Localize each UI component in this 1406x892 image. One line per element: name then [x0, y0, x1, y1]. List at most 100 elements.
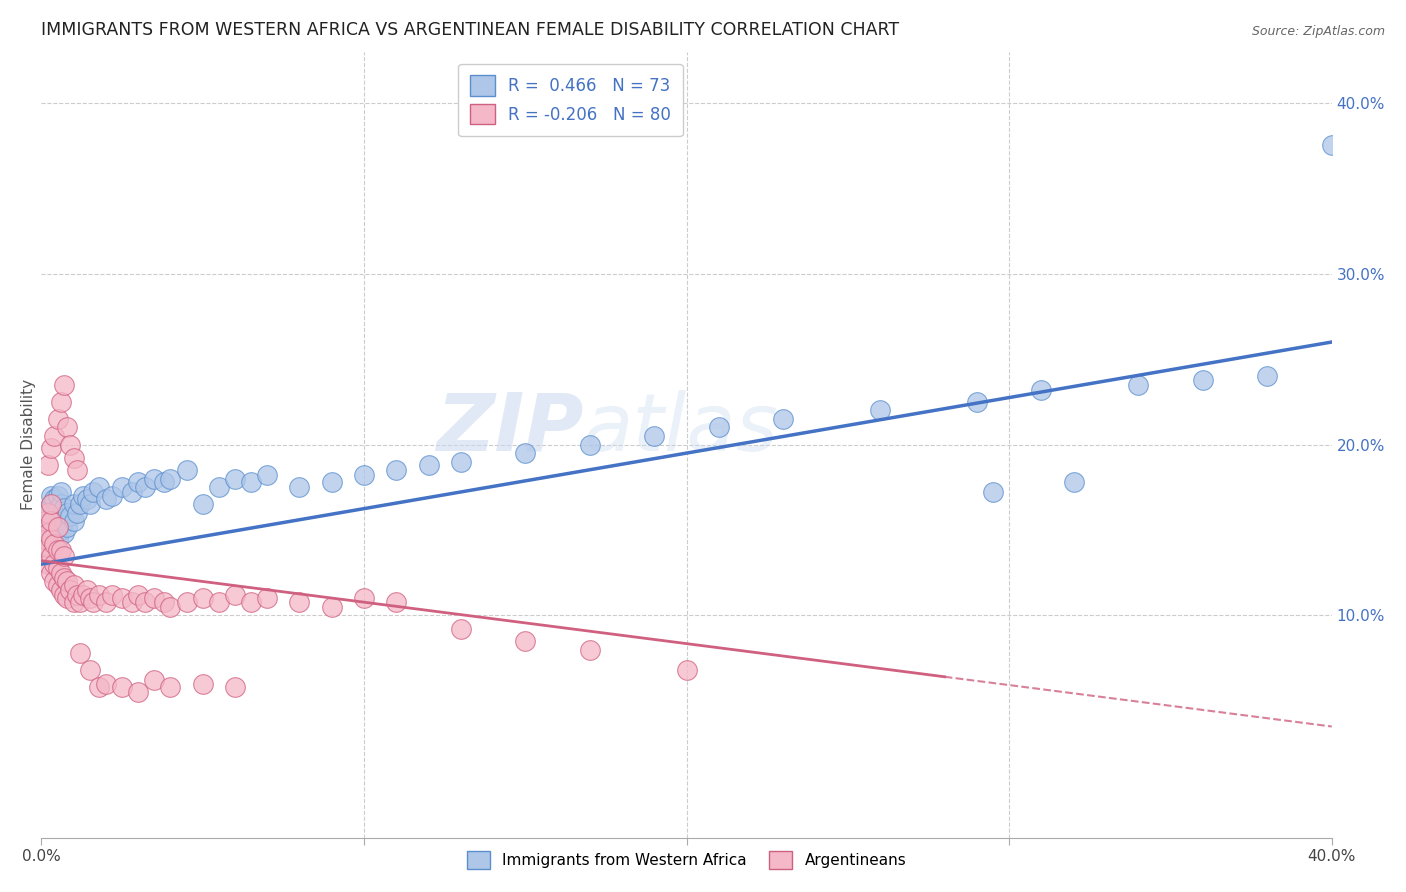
- Point: [127, 475, 149, 490]
- Point: [39, 566, 62, 580]
- Point: [34, 532, 56, 546]
- Point: [49, 523, 72, 537]
- Point: [69, 497, 91, 511]
- Point: [981, 485, 1004, 500]
- Point: [44, 536, 66, 550]
- Point: [56, 506, 79, 520]
- Point: [44, 429, 66, 443]
- Point: [1320, 138, 1343, 153]
- Point: [89, 480, 111, 494]
- Point: [578, 642, 600, 657]
- Point: [191, 677, 214, 691]
- Point: [49, 566, 72, 580]
- Text: ZIP: ZIP: [436, 390, 583, 467]
- Point: [353, 591, 375, 606]
- Point: [256, 468, 278, 483]
- Point: [44, 492, 66, 507]
- Point: [79, 663, 101, 677]
- Point: [66, 506, 89, 520]
- Point: [34, 515, 56, 529]
- Point: [62, 515, 84, 529]
- Point: [46, 502, 69, 516]
- Point: [143, 591, 166, 606]
- Point: [191, 591, 214, 606]
- Point: [39, 515, 62, 529]
- Point: [89, 680, 111, 694]
- Point: [34, 532, 56, 546]
- Text: atlas: atlas: [583, 390, 778, 467]
- Point: [1128, 377, 1150, 392]
- Point: [578, 437, 600, 451]
- Point: [111, 591, 134, 606]
- Point: [224, 472, 246, 486]
- Point: [39, 497, 62, 511]
- Point: [62, 497, 84, 511]
- Point: [208, 595, 231, 609]
- Point: [39, 532, 62, 546]
- Point: [94, 492, 117, 507]
- Point: [1191, 373, 1213, 387]
- Point: [153, 475, 176, 490]
- Point: [49, 394, 72, 409]
- Point: [515, 446, 537, 460]
- Point: [450, 622, 472, 636]
- Point: [143, 673, 166, 688]
- Point: [966, 394, 988, 409]
- Point: [134, 595, 156, 609]
- Point: [515, 634, 537, 648]
- Point: [37, 502, 59, 516]
- Point: [59, 509, 82, 524]
- Point: [159, 472, 181, 486]
- Point: [1063, 475, 1085, 490]
- Point: [256, 591, 278, 606]
- Point: [39, 509, 62, 524]
- Point: [418, 458, 440, 472]
- Point: [39, 532, 62, 546]
- Point: [772, 412, 794, 426]
- Point: [89, 588, 111, 602]
- Point: [385, 463, 408, 477]
- Point: [76, 582, 98, 597]
- Point: [59, 437, 82, 451]
- Point: [52, 588, 75, 602]
- Point: [111, 680, 134, 694]
- Point: [79, 591, 101, 606]
- Point: [353, 468, 375, 483]
- Point: [46, 577, 69, 591]
- Point: [224, 588, 246, 602]
- Point: [159, 599, 181, 614]
- Point: [176, 595, 198, 609]
- Point: [37, 519, 59, 533]
- Point: [37, 557, 59, 571]
- Point: [62, 451, 84, 466]
- Point: [62, 595, 84, 609]
- Point: [34, 515, 56, 529]
- Point: [121, 595, 143, 609]
- Point: [52, 571, 75, 585]
- Point: [39, 549, 62, 563]
- Point: [675, 663, 697, 677]
- Point: [121, 485, 143, 500]
- Point: [52, 549, 75, 563]
- Point: [62, 577, 84, 591]
- Point: [191, 497, 214, 511]
- Point: [240, 475, 263, 490]
- Point: [869, 403, 891, 417]
- Point: [46, 543, 69, 558]
- Point: [101, 588, 124, 602]
- Point: [72, 489, 94, 503]
- Point: [52, 515, 75, 529]
- Point: [56, 420, 79, 434]
- Point: [46, 532, 69, 546]
- Point: [288, 480, 311, 494]
- Point: [153, 595, 176, 609]
- Point: [94, 595, 117, 609]
- Point: [72, 588, 94, 602]
- Point: [46, 489, 69, 503]
- Point: [66, 588, 89, 602]
- Point: [59, 582, 82, 597]
- Point: [49, 485, 72, 500]
- Point: [240, 595, 263, 609]
- Point: [52, 377, 75, 392]
- Point: [127, 685, 149, 699]
